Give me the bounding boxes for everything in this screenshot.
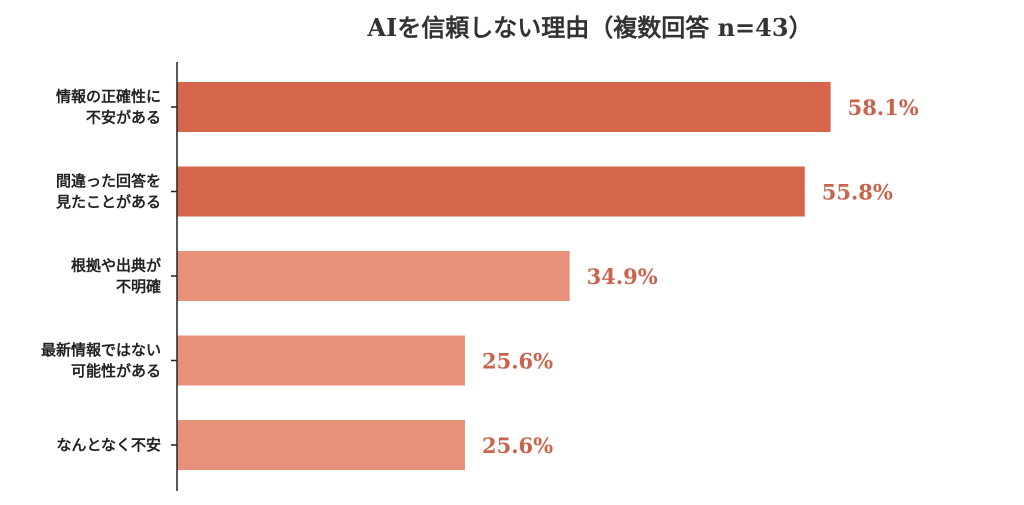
category-label-2-line-2: 見たことがある	[55, 193, 161, 211]
bar-3	[177, 251, 570, 301]
value-label-4: 25.6%	[482, 349, 553, 374]
bars-layer: 58.1% 情報の正確性に不安がある 55.8% 間違った回答を見たことがある 34.9…	[41, 82, 919, 470]
category-label-1-line-1: 情報の正確性に	[56, 88, 161, 106]
bar-4	[177, 335, 465, 386]
category-label-1-line-2: 不安がある	[86, 109, 161, 127]
chart-title: AIを信頼しない理由（複数回答 n=43）	[366, 13, 812, 42]
category-label-4: 最新情報ではない可能性がある	[41, 341, 161, 380]
category-label-1: 情報の正確性に不安がある	[56, 88, 161, 127]
category-label-3: 根拠や出典が不明確	[71, 257, 162, 296]
category-label-3-line-1: 根拠や出典が	[71, 257, 162, 275]
value-label-3: 34.9%	[587, 264, 658, 289]
category-label-4-line-1: 最新情報ではない	[41, 341, 161, 359]
bar-2	[177, 166, 805, 217]
bar-1	[177, 82, 831, 132]
value-label-2: 55.8%	[822, 180, 893, 205]
category-label-2: 間違った回答を見たことがある	[55, 172, 161, 211]
category-label-2-line-1: 間違った回答を	[56, 172, 161, 190]
value-label-1: 58.1%	[848, 95, 919, 120]
category-label-5-line-1: なんとなく不安	[56, 436, 161, 454]
category-label-4-line-2: 可能性がある	[71, 362, 161, 380]
value-label-5: 25.6%	[482, 433, 553, 458]
category-label-5: なんとなく不安	[56, 436, 161, 454]
category-label-3-line-2: 不明確	[116, 278, 161, 296]
bar-5	[177, 420, 465, 470]
